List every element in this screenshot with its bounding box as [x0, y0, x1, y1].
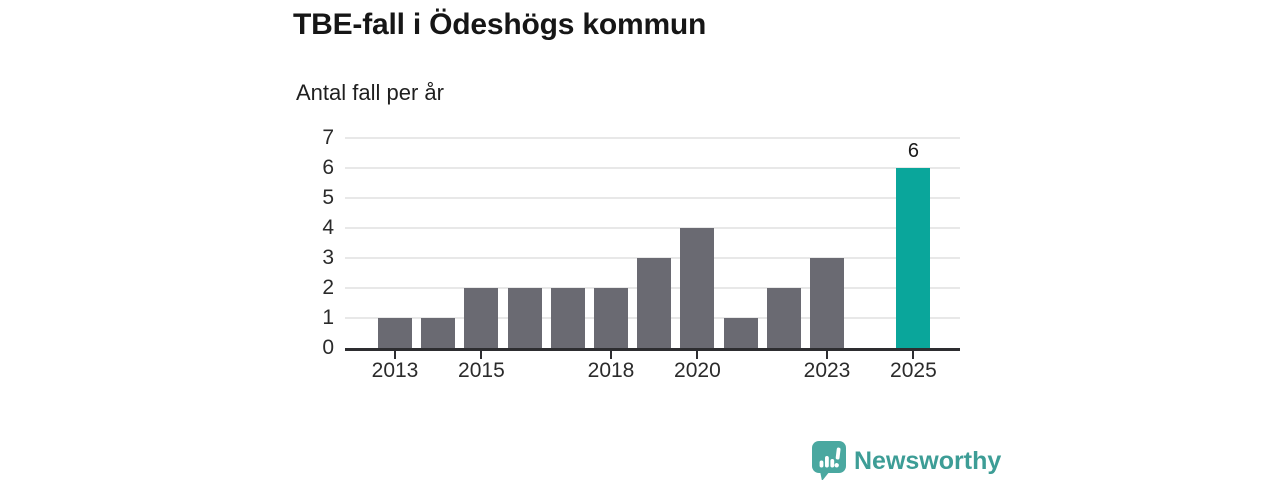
plot-area: 6 [345, 137, 960, 351]
y-tick-label-4: 4 [322, 216, 334, 239]
bar-value-label-2025: 6 [907, 140, 919, 162]
bar-2017 [550, 288, 585, 348]
x-tick-label-2025: 2025 [890, 359, 937, 382]
x-tick-mark-2018 [610, 351, 612, 359]
y-tick-label-0: 0 [322, 336, 334, 359]
bar-2023 [810, 258, 844, 348]
x-tick-label-2020: 2020 [674, 359, 721, 382]
x-tick-label-2018: 2018 [587, 359, 635, 382]
bar-2013 [378, 318, 412, 348]
bar-2021 [723, 318, 758, 348]
gridline-y6 [345, 167, 960, 169]
x-tick-mark-2015 [480, 351, 483, 359]
x-tick-label-2013: 2013 [371, 359, 419, 382]
x-tick-label-2023: 2023 [803, 359, 851, 382]
bar-2022 [766, 288, 801, 348]
bar-2016 [507, 288, 542, 348]
y-tick-label-2: 2 [322, 276, 334, 299]
bar-2018 [594, 288, 628, 348]
gridline-y7 [345, 137, 960, 139]
x-tick-mark-2023 [826, 351, 828, 359]
x-tick-label-2015: 2015 [458, 359, 505, 382]
y-tick-label-5: 5 [322, 186, 334, 209]
brand-footer: Newsworthy [812, 441, 1001, 480]
bar-2019 [637, 258, 672, 348]
y-tick-label-1: 1 [322, 306, 334, 329]
chart-title: TBE-fall i Ödeshögs kommun [293, 8, 707, 41]
y-tick-label-7: 7 [322, 126, 334, 149]
gridline-y5 [345, 197, 960, 199]
x-tick-mark-2025 [912, 351, 915, 359]
x-tick-mark-2013 [394, 351, 396, 359]
bar-2014 [421, 318, 456, 348]
y-tick-label-6: 6 [322, 156, 334, 179]
x-tick-mark-2020 [696, 351, 699, 359]
y-tick-label-3: 3 [322, 246, 334, 269]
bar-2015 [464, 288, 499, 348]
bar-2025 [896, 168, 931, 348]
gridline-y4 [345, 227, 960, 229]
brand-name: Newsworthy [854, 447, 1002, 475]
bar-2020 [680, 228, 715, 348]
chart-subtitle: Antal fall per år [296, 80, 444, 105]
newsworthy-logo-icon [812, 441, 846, 480]
